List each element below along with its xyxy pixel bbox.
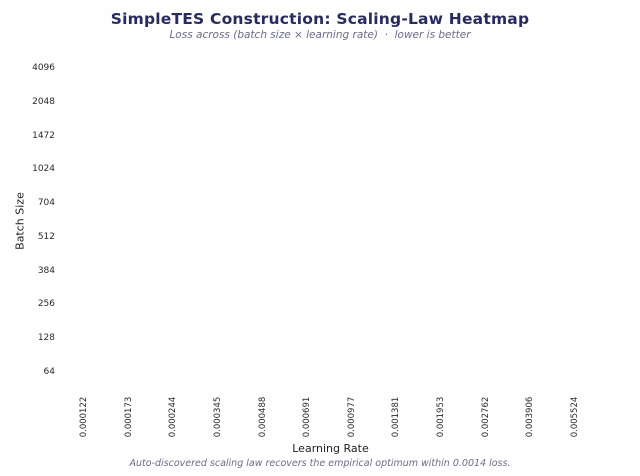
- x-tick-label: 0.000691: [302, 396, 312, 438]
- footer-caption: Auto-discovered scaling law recovers the…: [129, 458, 511, 469]
- x-tick-label: 0.005524: [570, 396, 580, 438]
- chart-subtitle: Loss across (batch size × learning rate)…: [169, 29, 471, 41]
- x-tick-label: 0.000122: [79, 396, 89, 438]
- y-tick-label: 384: [37, 266, 55, 276]
- x-axis-title: Learning Rate: [292, 442, 369, 455]
- x-tick-label: 0.000173: [124, 396, 134, 438]
- y-tick-label: 4096: [32, 63, 55, 73]
- chart-title: SimpleTES Construction: Scaling-Law Heat…: [110, 10, 530, 28]
- y-tick-label: 128: [37, 333, 55, 343]
- y-tick-label: 1024: [32, 164, 55, 174]
- x-tick-label: 0.000345: [213, 396, 223, 438]
- x-tick-label: 0.001381: [391, 396, 401, 438]
- x-tick-label: 0.000977: [347, 396, 357, 438]
- y-tick-label: 256: [37, 299, 55, 309]
- heatmap-plot-area: [63, 51, 598, 389]
- x-tick-label: 0.000244: [168, 396, 178, 438]
- x-tick-label: 0.001953: [436, 396, 446, 438]
- x-tick-label: 0.000488: [258, 396, 268, 438]
- y-tick-label: 1472: [32, 131, 55, 141]
- y-tick-label: 64: [43, 367, 55, 377]
- y-tick-label: 512: [37, 232, 55, 242]
- x-tick-label: 0.003906: [525, 396, 535, 438]
- y-tick-label: 2048: [32, 97, 55, 107]
- y-tick-label: 704: [37, 198, 55, 208]
- x-tick-label: 0.002762: [481, 396, 491, 438]
